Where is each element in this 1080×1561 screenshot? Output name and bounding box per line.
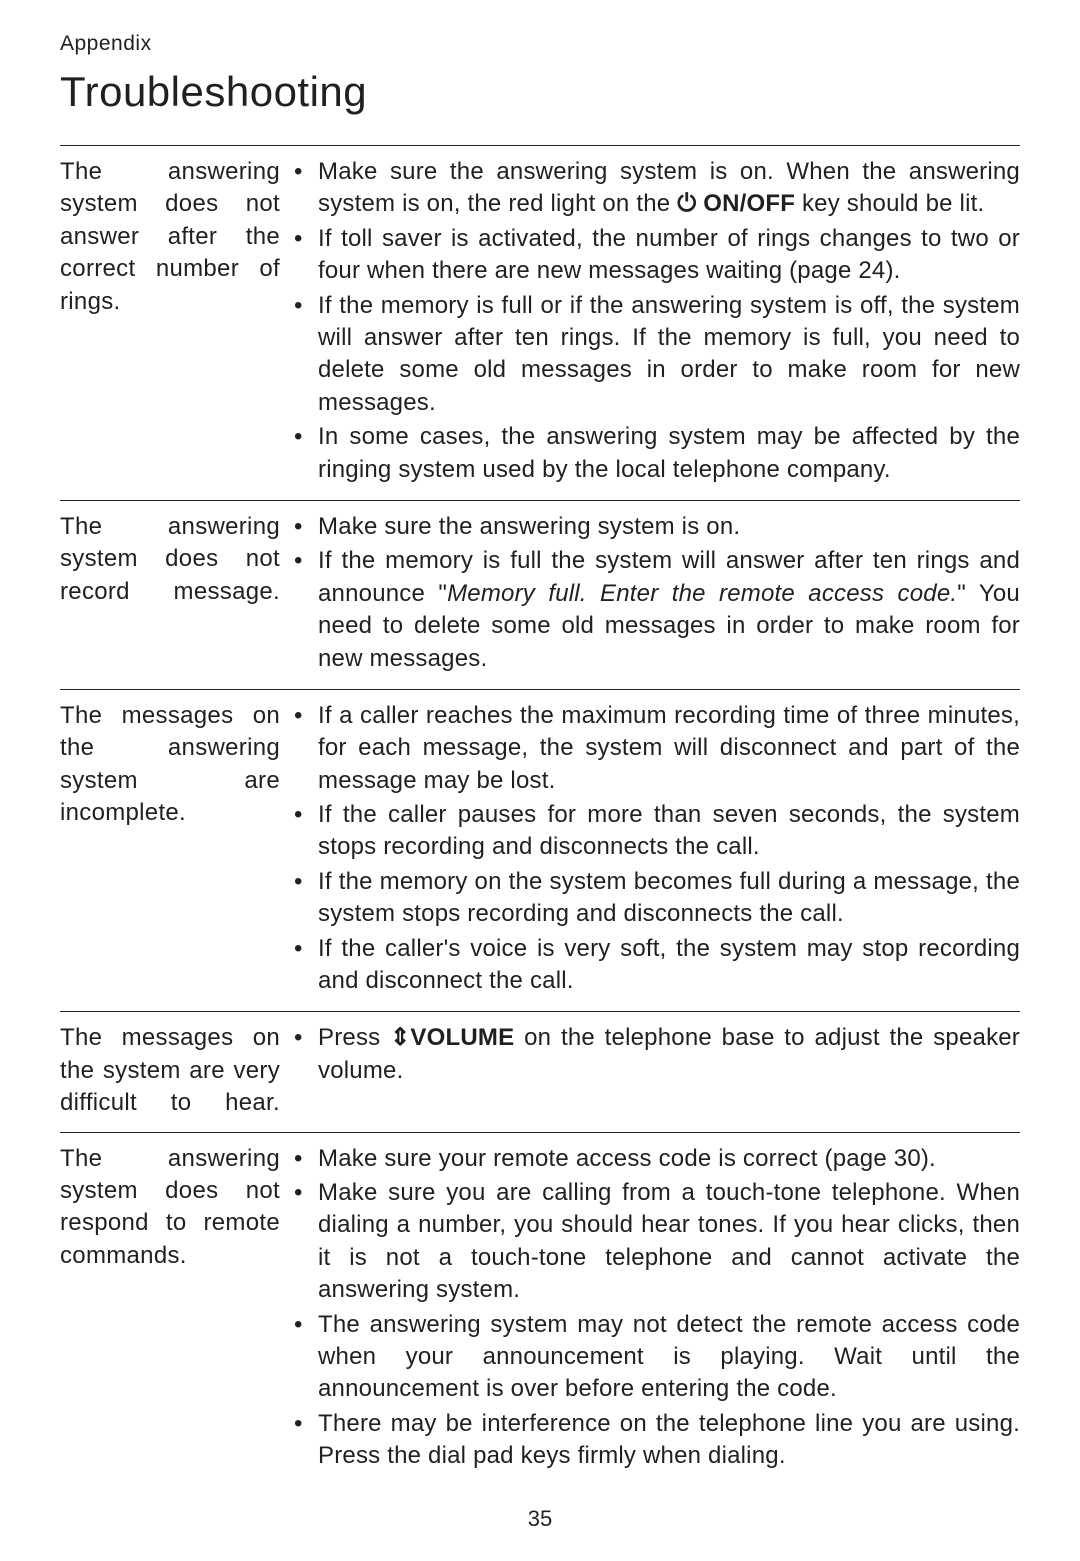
issue-answers: Make sure the answering system is on. Wh… xyxy=(290,156,1020,488)
bullet-item: If the memory on the system becomes full… xyxy=(290,866,1020,931)
bullet-item: Make sure you are calling from a touch-t… xyxy=(290,1177,1020,1307)
section-row: The messages on the answering system are… xyxy=(60,689,1020,1012)
bullet-item: If the caller pauses for more than seven… xyxy=(290,799,1020,864)
bullet-item: If the caller's voice is very soft, the … xyxy=(290,933,1020,998)
volume-key: ⇕VOLUME xyxy=(390,1024,514,1051)
section-row: The answering system does not respond to… xyxy=(60,1132,1020,1487)
issue-label: The answering system does not respond to… xyxy=(60,1143,290,1475)
bullet-item: If the memory is full or if the answerin… xyxy=(290,290,1020,420)
issue-answers: If a caller reaches the maximum recordin… xyxy=(290,700,1020,1000)
bullet-item: Make sure your remote access code is cor… xyxy=(290,1143,1020,1175)
bullet-item: If a caller reaches the maximum recordin… xyxy=(290,700,1020,797)
section-row: The messages on the system are very diff… xyxy=(60,1011,1020,1131)
issue-answers: Make sure the answering system is on. If… xyxy=(290,511,1020,677)
appendix-label: Appendix xyxy=(60,30,1020,58)
section-row: The answering system does not record mes… xyxy=(60,500,1020,689)
issue-label: The answering system does not record mes… xyxy=(60,511,290,677)
page-number: 35 xyxy=(60,1504,1020,1534)
bullet-item: Make sure the answering system is on. Wh… xyxy=(290,156,1020,221)
bullet-item: If the memory is full the system will an… xyxy=(290,545,1020,675)
bullet-item: Press ⇕VOLUME on the telephone base to a… xyxy=(290,1022,1020,1087)
on-off-key: ⏻ ON/OFF xyxy=(677,190,795,217)
section-row: The answering system does not answer aft… xyxy=(60,145,1020,500)
issue-label: The messages on the answering system are… xyxy=(60,700,290,1000)
bullet-item: There may be interference on the telepho… xyxy=(290,1408,1020,1473)
bullet-item: Make sure the answering system is on. xyxy=(290,511,1020,543)
issue-label: The messages on the system are very diff… xyxy=(60,1022,290,1119)
issue-label: The answering system does not answer aft… xyxy=(60,156,290,488)
page-title: Troubleshooting xyxy=(60,64,1020,121)
issue-answers: Press ⇕VOLUME on the telephone base to a… xyxy=(290,1022,1020,1119)
bullet-item: The answering system may not detect the … xyxy=(290,1309,1020,1406)
bullet-item: If toll saver is activated, the number o… xyxy=(290,223,1020,288)
issue-answers: Make sure your remote access code is cor… xyxy=(290,1143,1020,1475)
bullet-item: In some cases, the answering system may … xyxy=(290,421,1020,486)
